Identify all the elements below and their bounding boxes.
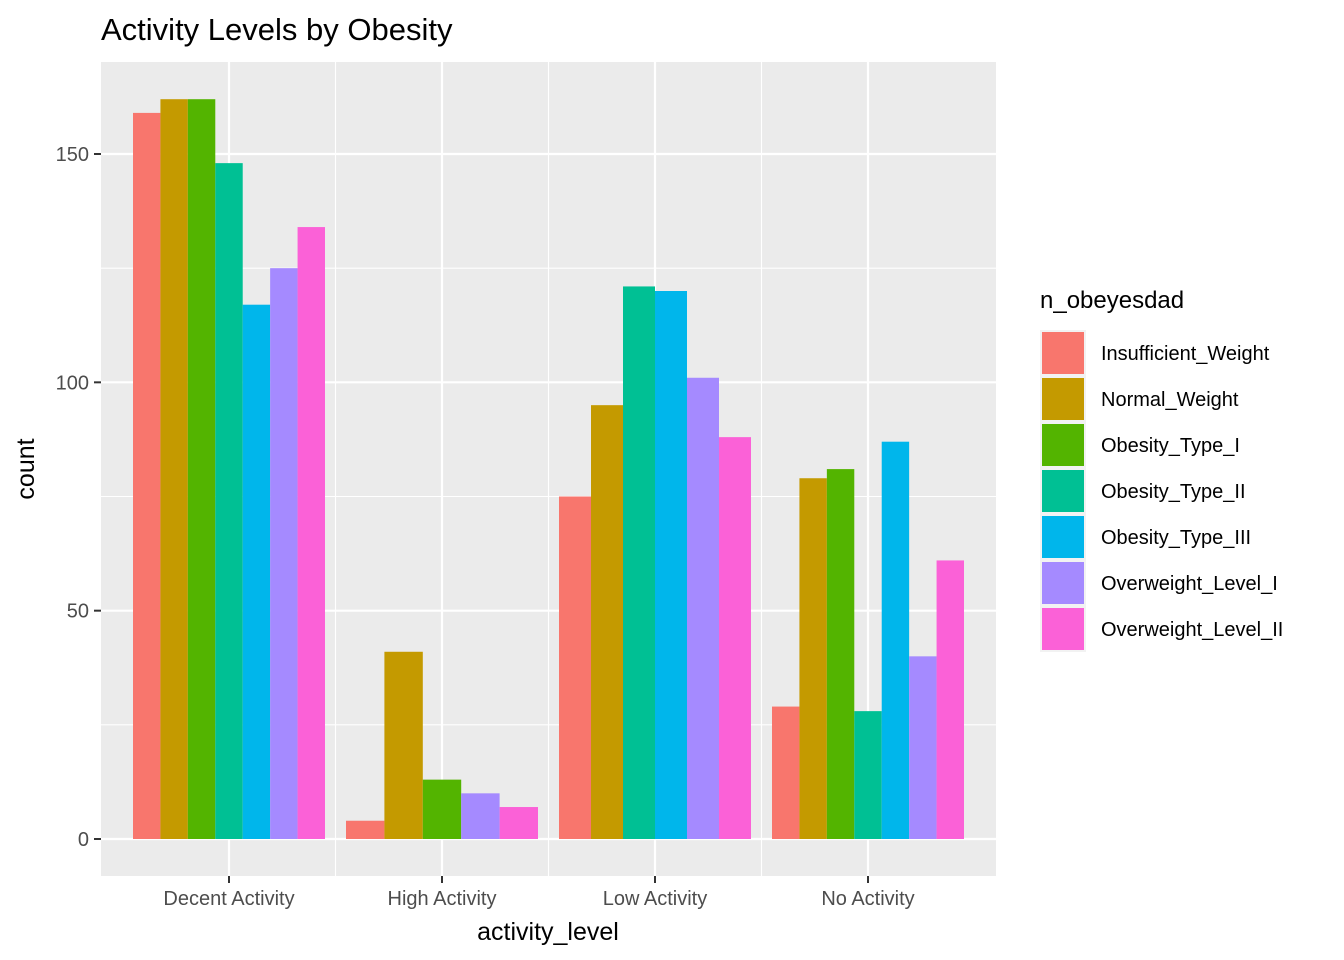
bar-low-activity-insufficient-weight [559, 496, 591, 839]
y-tick-label: 0 [78, 829, 89, 851]
bar-decent-activity-overweight-level-ii [297, 227, 325, 840]
bar-high-activity-normal-weight [384, 651, 423, 839]
x-tick-label: High Activity [388, 888, 497, 910]
legend: n_obeyesdad Insufficient_Weight Normal_We… [1040, 287, 1283, 652]
bar-high-activity-insufficient-weight [346, 820, 385, 839]
legend-label: Normal_Weight [1101, 389, 1239, 411]
x-tick-label: Decent Activity [163, 888, 294, 910]
bar-decent-activity-normal-weight [160, 99, 188, 839]
bar-decent-activity-insufficient-weight [133, 112, 161, 839]
legend-label: Overweight_Level_I [1101, 573, 1278, 595]
bars [133, 99, 964, 840]
bar-low-activity-obesity-type-iii [655, 291, 687, 839]
legend-swatch [1042, 332, 1084, 374]
legend-swatch [1042, 378, 1084, 420]
bar-decent-activity-obesity-type-i [187, 99, 216, 839]
bar-low-activity-obesity-type-ii [623, 286, 655, 839]
legend-label: Overweight_Level_II [1101, 619, 1283, 641]
y-axis-title: count [12, 438, 40, 499]
bar-no-activity-overweight-level-ii [936, 560, 964, 839]
legend-label: Insufficient_Weight [1101, 343, 1270, 365]
bar-high-activity-overweight-level-i [461, 793, 500, 839]
bar-low-activity-overweight-level-i [687, 377, 719, 839]
bar-low-activity-normal-weight [591, 405, 623, 839]
x-tick-label: Low Activity [603, 888, 707, 910]
legend-label: Obesity_Type_II [1101, 481, 1246, 503]
bar-decent-activity-obesity-type-iii [242, 304, 271, 839]
y-tick-label: 50 [67, 601, 89, 623]
bar-no-activity-obesity-type-iii [881, 441, 910, 839]
legend-swatch [1042, 424, 1084, 466]
legend-title: n_obeyesdad [1040, 287, 1184, 314]
legend-swatch [1042, 516, 1084, 558]
bar-low-activity-overweight-level-ii [719, 437, 751, 839]
legend-label: Obesity_Type_III [1101, 527, 1251, 549]
y-tick-label: 100 [56, 372, 89, 394]
bar-no-activity-insufficient-weight [772, 706, 800, 839]
bar-no-activity-obesity-type-ii [854, 711, 882, 839]
legend-swatch [1042, 470, 1084, 512]
x-axis: Decent Activity High Activity Low Activity… [163, 876, 915, 910]
x-axis-title: activity_level [477, 918, 619, 946]
bar-high-activity-obesity-type-i [422, 779, 462, 839]
bar-high-activity-overweight-level-ii [499, 807, 538, 839]
legend-swatch [1042, 608, 1084, 650]
bar-no-activity-overweight-level-i [909, 656, 937, 839]
y-tick-label: 150 [56, 144, 89, 166]
legend-label: Obesity_Type_I [1101, 435, 1240, 457]
bar-decent-activity-obesity-type-ii [215, 163, 243, 840]
bar-decent-activity-overweight-level-i [270, 268, 298, 840]
bar-no-activity-obesity-type-i [826, 469, 855, 839]
legend-swatch [1042, 562, 1084, 604]
bar-no-activity-normal-weight [799, 478, 827, 839]
x-tick-label: No Activity [821, 888, 914, 910]
chart-title: Activity Levels by Obesity [101, 12, 453, 47]
y-axis: 0 50 100 150 [56, 144, 101, 851]
